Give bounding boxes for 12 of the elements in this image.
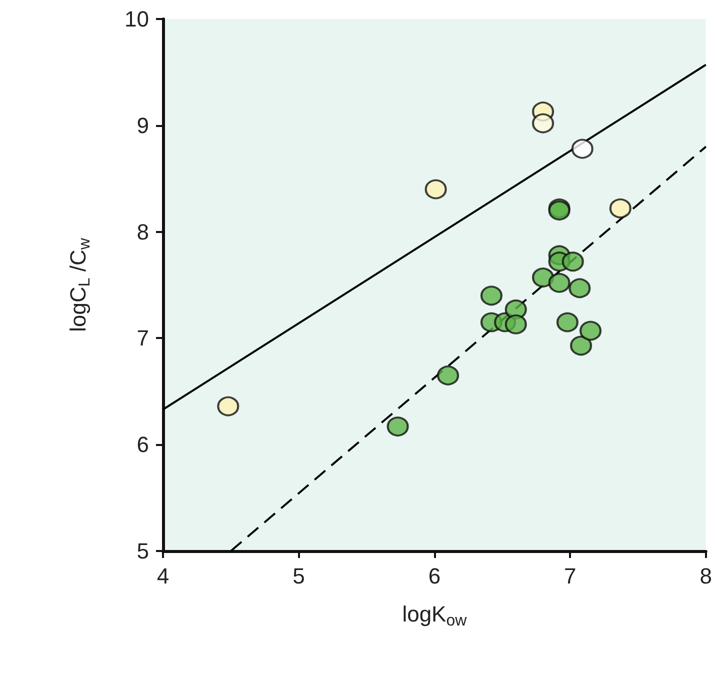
x-tick-label: 6 — [428, 564, 441, 588]
x-tick-label: 5 — [292, 564, 305, 588]
y-tick-label: 10 — [124, 6, 149, 32]
y-tick-label: 5 — [136, 538, 149, 564]
x-tick-label: 8 — [700, 564, 712, 588]
x-tick-label: 4 — [156, 564, 170, 588]
y-tick-label: 7 — [136, 326, 149, 351]
y-tick-label: 8 — [136, 219, 149, 244]
y-axis-title: logCL /Cw — [66, 238, 94, 332]
y-tick-label: 9 — [136, 112, 149, 138]
x-tick-label: 7 — [564, 564, 576, 588]
y-tick-label: 6 — [136, 432, 149, 458]
